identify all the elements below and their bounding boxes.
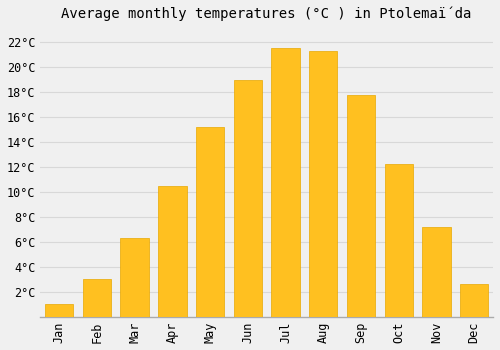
Bar xyxy=(120,238,149,317)
Bar xyxy=(234,79,262,317)
Bar xyxy=(460,284,488,317)
Bar xyxy=(45,304,74,317)
Bar xyxy=(83,279,111,317)
Bar xyxy=(384,164,413,317)
Bar xyxy=(347,94,375,317)
Bar xyxy=(422,227,450,317)
Bar xyxy=(196,127,224,317)
Title: Average monthly temperatures (°C ) in Ptolemaḯda: Average monthly temperatures (°C ) in Pt… xyxy=(62,7,472,21)
Bar xyxy=(309,51,338,317)
Bar xyxy=(272,48,299,317)
Bar xyxy=(158,186,186,317)
